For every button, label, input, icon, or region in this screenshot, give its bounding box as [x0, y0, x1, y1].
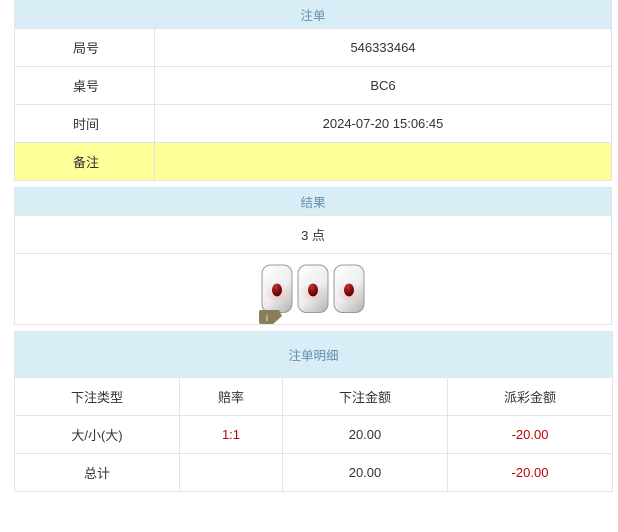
svg-text:i: i: [266, 313, 268, 323]
